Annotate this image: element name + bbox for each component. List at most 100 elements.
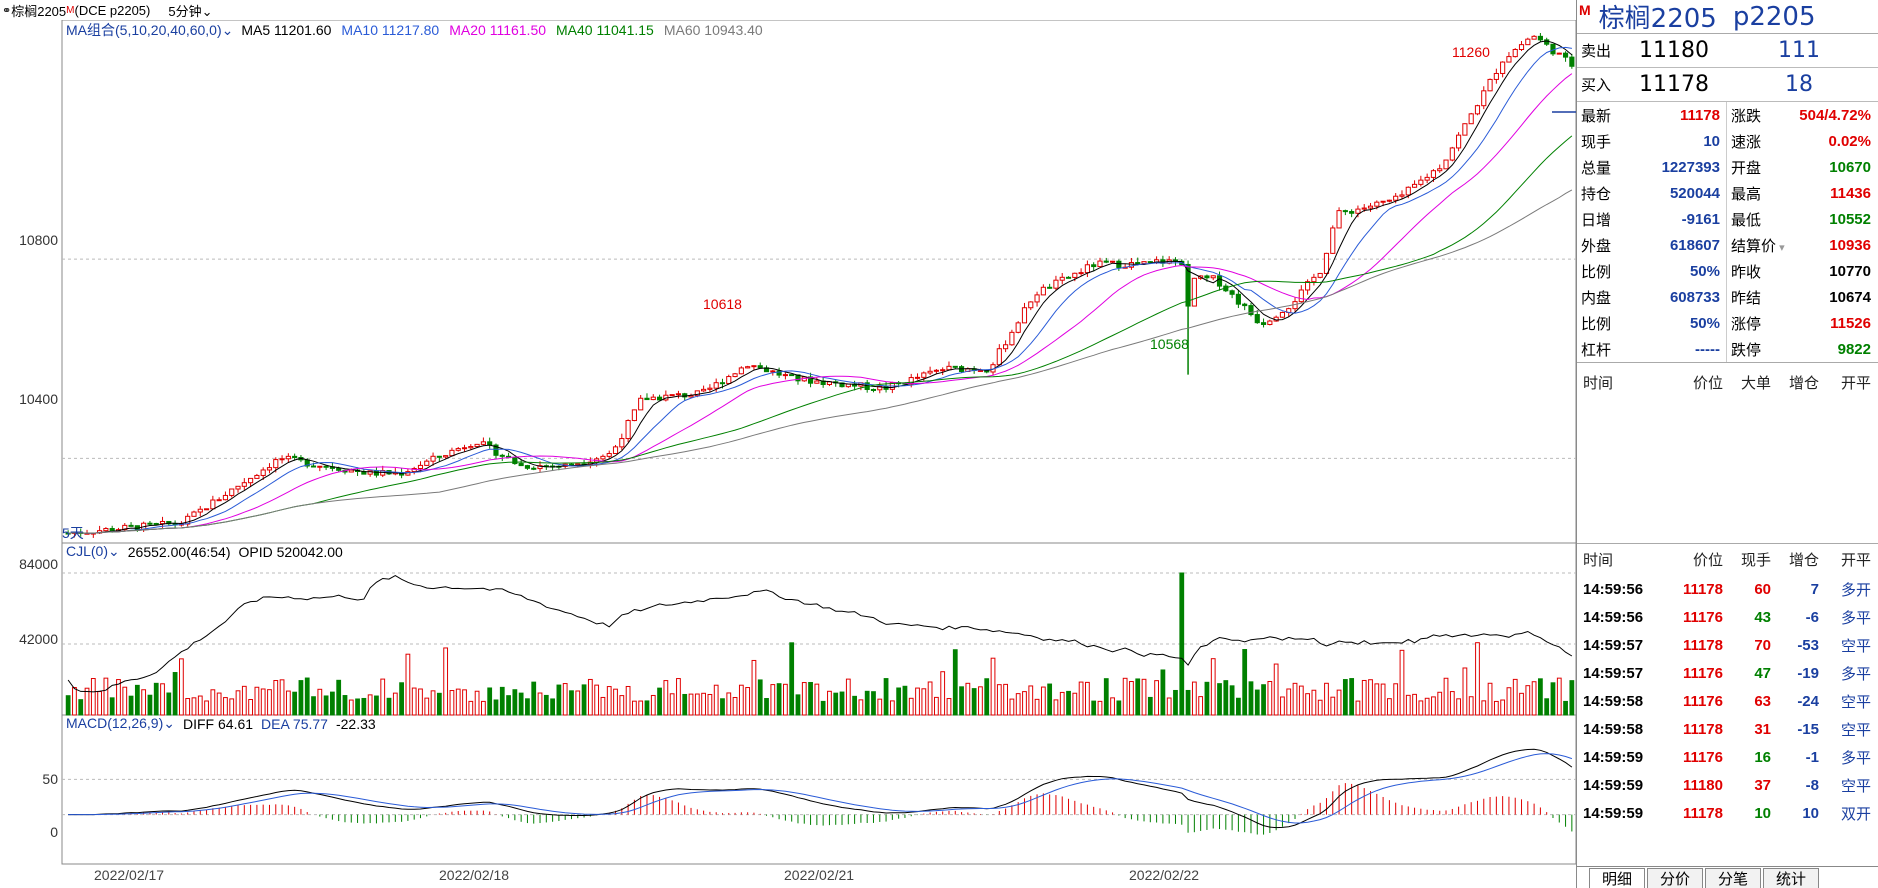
candle-body	[128, 524, 134, 527]
tab-3[interactable]: 统计	[1763, 868, 1820, 888]
period-selector[interactable]: 5分钟⌄	[168, 3, 213, 19]
volume-bar	[883, 678, 889, 716]
candle-body	[638, 397, 644, 411]
candle-body	[1009, 331, 1015, 346]
candle-body	[1021, 307, 1028, 324]
ma-legend-item: MA5 11201.60	[241, 22, 332, 38]
candle-body	[1481, 90, 1487, 107]
volume-bar	[449, 690, 455, 716]
volume-bar	[336, 679, 342, 716]
volume-bar	[827, 690, 832, 716]
volume-bar	[311, 696, 316, 716]
candle-body	[1380, 200, 1386, 203]
candle-body	[1072, 272, 1078, 278]
tick-row[interactable]: 14:59:56 11176 43 -6 多平	[1583, 608, 1871, 627]
candle-body	[241, 482, 247, 487]
volume-bar	[606, 686, 612, 716]
volume-bar	[562, 683, 568, 716]
volume-bar	[1191, 681, 1197, 716]
candle-body	[1449, 147, 1455, 161]
candle-body	[468, 446, 474, 449]
tick-row[interactable]: 14:59:59 11178 10 10 双开	[1583, 804, 1871, 823]
volume-bar	[1198, 696, 1204, 716]
volume-bar	[575, 690, 581, 716]
volume-bar	[1292, 682, 1298, 716]
volume-bar	[97, 691, 102, 716]
volume-bar	[172, 672, 178, 716]
volume-bar	[845, 678, 851, 716]
volume-bar	[1368, 679, 1373, 716]
volume-bar	[877, 698, 883, 716]
candle-body	[1544, 39, 1550, 45]
volume-legend: CJL(0)⌄ 26552.00(46:54) OPID 520042.00	[66, 543, 343, 560]
volume-bar	[720, 698, 725, 716]
volume-bar	[864, 690, 870, 716]
candle-body	[877, 385, 883, 391]
tab-1[interactable]: 分价	[1647, 868, 1704, 888]
volume-bar	[298, 680, 304, 716]
volume-bar	[732, 697, 738, 716]
volume-bar	[1154, 680, 1159, 716]
candle-body	[461, 447, 468, 450]
column-header: 增仓	[1788, 552, 1819, 569]
chart-canvas[interactable]	[0, 20, 1576, 888]
tick-row[interactable]: 14:59:59 11180 37 -8 空平	[1583, 776, 1871, 795]
volume-bar	[1374, 683, 1380, 716]
volume-bar	[210, 689, 216, 716]
candle-body	[1355, 208, 1361, 214]
stat-right: 最高 11436	[1731, 184, 1871, 203]
volume-bar	[1493, 700, 1499, 716]
volume-bar	[1437, 691, 1443, 716]
volume-bar	[1556, 677, 1562, 716]
volume-bar	[1085, 681, 1090, 716]
candle-body	[417, 464, 424, 469]
volume-bar	[1009, 698, 1015, 716]
volume-bar	[682, 693, 688, 716]
tick-row[interactable]: 14:59:57 11176 47 -19 多平	[1583, 664, 1871, 683]
candle-body	[1493, 72, 1499, 80]
volume-bar	[380, 678, 386, 716]
stat-left: 外盘 618607	[1577, 232, 1727, 258]
stat-left: 比例 50%	[1577, 258, 1727, 284]
tick-row[interactable]: 14:59:56 11178 60 7 多开	[1583, 580, 1871, 599]
volume-bar	[1015, 693, 1021, 716]
candle-body	[1229, 290, 1235, 295]
link-icon[interactable]: ⚭	[2, 4, 12, 17]
column-header: 时间	[1583, 374, 1614, 392]
volume-bar	[1040, 686, 1046, 716]
stat-right[interactable]: 结算价 ▾ 10936	[1731, 236, 1871, 255]
volume-bar	[713, 684, 719, 716]
candle-body	[701, 388, 707, 392]
candle-body	[606, 453, 612, 457]
candle-body	[1103, 260, 1109, 263]
volume-bar	[757, 679, 763, 716]
ask-volume: 111	[1778, 38, 1820, 63]
volume-bar	[1286, 688, 1292, 716]
tick-row[interactable]: 14:59:59 11176 16 -1 多平	[1583, 748, 1871, 767]
volume-bar	[1544, 698, 1550, 716]
symbol-code: (DCE p2205)	[74, 2, 151, 18]
ma-combo-selector[interactable]: MA组合(5,10,20,40,60,0)⌄	[66, 22, 234, 38]
tick-row[interactable]: 14:59:58 11176 63 -24 空平	[1583, 692, 1871, 711]
volume-bar	[1481, 700, 1487, 716]
volume-bar	[367, 694, 373, 716]
big-order-list	[1577, 395, 1878, 543]
volume-bar	[889, 700, 895, 716]
kline-chart[interactable]: MA组合(5,10,20,40,60,0)⌄ MA5 11201.60 MA10 …	[0, 20, 1576, 888]
volume-bar	[1424, 697, 1430, 716]
volume-bar	[820, 700, 826, 716]
volume-value: 26552.00(46:54)	[127, 543, 231, 560]
volume-bar	[663, 680, 669, 716]
candle-body	[1342, 210, 1348, 213]
tab-0[interactable]: 明细	[1589, 868, 1646, 888]
tick-row[interactable]: 14:59:58 11178 31 -15 空平	[1583, 720, 1871, 739]
volume-bar	[915, 687, 920, 716]
volume-indicator-selector[interactable]: CJL(0)⌄	[66, 543, 120, 559]
volume-bar	[669, 693, 675, 716]
volume-bar	[330, 691, 335, 716]
macd-indicator-selector[interactable]: MACD(12,26,9)⌄	[66, 715, 175, 731]
tab-2[interactable]: 分笔	[1705, 868, 1762, 888]
candle-body	[1443, 159, 1449, 170]
tick-row[interactable]: 14:59:57 11178 70 -53 空平	[1583, 636, 1871, 655]
volume-bar	[147, 694, 153, 716]
